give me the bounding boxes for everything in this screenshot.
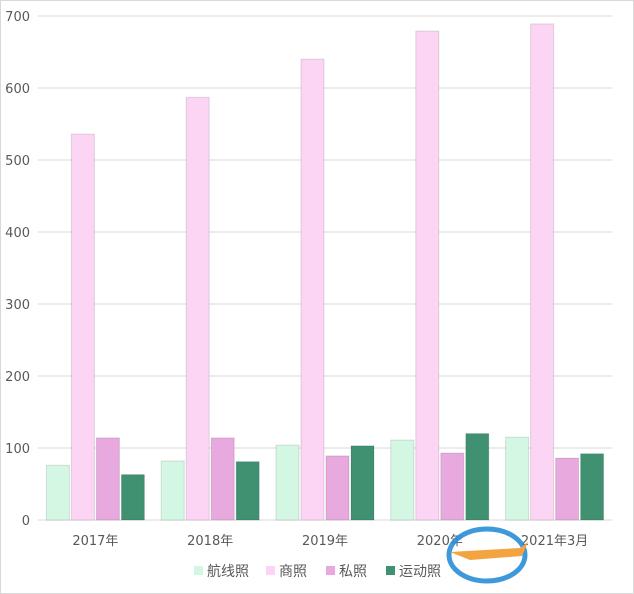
legend: 航线照 商照 私照 运动照 [194,564,441,580]
x-tick-label: 2018年 [187,534,233,549]
x-tick-label: 2021年3月 [521,534,588,549]
y-tick-label: 400 [5,226,30,241]
bar-航线照-2017年 [45,464,70,521]
bar-私照-2019年 [325,455,350,521]
x-tick-label: 2019年 [302,534,348,549]
y-tick-label: 500 [5,154,30,169]
x-axis-ticks: 2017年 2018年 2019年 2020年 2021年3月 [72,534,588,549]
legend-swatch [194,566,203,575]
legend-swatch [266,566,275,575]
bar-运动照-2019年 [350,445,375,521]
bar-商照-2020年 [415,30,440,521]
bar-航线照-2021年3月 [505,436,530,521]
y-tick-label: 200 [5,370,30,385]
legend-label: 商照 [279,564,307,580]
bar-私照-2017年 [95,437,120,521]
x-tick-label: 2017年 [72,534,118,549]
y-tick-label: 300 [5,298,30,313]
y-tick-label: 100 [5,442,30,457]
legend-swatch [386,566,395,575]
legend-label: 私照 [339,564,367,580]
bar-航线照-2020年 [390,439,415,521]
bar-运动照-2021年3月 [580,453,605,521]
bars [45,23,605,521]
bar-商照-2017年 [70,133,95,521]
y-tick-label: 700 [5,10,30,25]
y-axis-ticks: 0 100 200 300 400 500 600 700 [5,10,30,529]
bar-商照-2021年3月 [530,23,555,521]
legend-swatch [326,566,335,575]
bar-私照-2020年 [440,452,465,521]
bar-私照-2018年 [210,437,235,521]
bar-商照-2018年 [185,96,210,521]
bar-运动照-2018年 [235,461,260,521]
bar-航线照-2018年 [160,460,185,521]
y-tick-label: 600 [5,82,30,97]
watermark-logo [446,526,528,584]
y-tick-label: 0 [22,514,30,529]
legend-label: 航线照 [207,564,249,580]
bar-商照-2019年 [300,58,325,521]
bar-运动照-2017年 [120,474,145,521]
bar-私照-2021年3月 [555,457,580,521]
legend-label: 运动照 [399,564,441,580]
bar-运动照-2020年 [465,433,490,521]
bar-航线照-2019年 [275,444,300,521]
